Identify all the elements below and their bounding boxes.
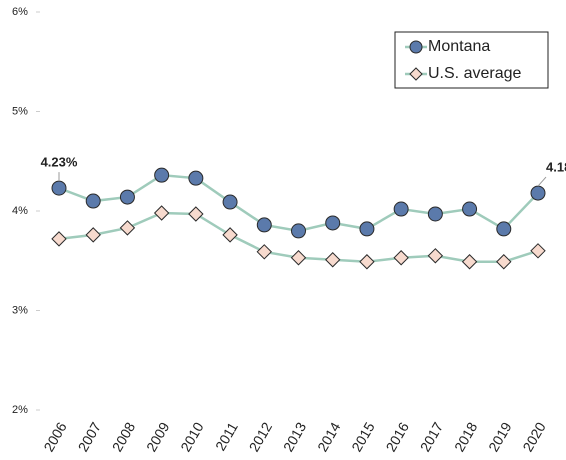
marker xyxy=(530,185,546,201)
marker xyxy=(188,206,204,222)
marker xyxy=(154,167,170,183)
x-tick-label: 2013 xyxy=(280,419,310,454)
legend-box xyxy=(394,31,549,89)
marker xyxy=(359,254,375,270)
y-tick-label: 5% xyxy=(12,105,28,117)
y-tick-label: 3% xyxy=(12,304,28,316)
marker xyxy=(393,201,409,217)
marker xyxy=(51,231,67,247)
x-tick-label: 2009 xyxy=(143,419,173,454)
y-tick-label: 6% xyxy=(12,6,28,18)
marker xyxy=(496,254,512,270)
marker xyxy=(291,223,306,239)
x-tick-label: 2015 xyxy=(348,419,378,454)
marker xyxy=(461,254,478,270)
y-tick-label: 4% xyxy=(12,205,28,217)
legend-label: U.S. average xyxy=(428,65,521,82)
x-tick-label: 2007 xyxy=(75,419,105,454)
marker xyxy=(222,194,238,210)
y-tick-label: 2% xyxy=(12,404,28,416)
marker xyxy=(188,170,204,186)
label-leader xyxy=(537,176,547,187)
marker xyxy=(496,221,512,237)
x-tick-label: 2019 xyxy=(485,419,515,454)
x-tick-label: 2018 xyxy=(451,419,481,454)
x-tick-label: 2020 xyxy=(519,419,549,454)
x-tick-label: 2010 xyxy=(177,419,207,454)
x-tick-label: 2016 xyxy=(383,419,413,454)
marker xyxy=(530,243,546,259)
marker xyxy=(119,189,135,205)
marker xyxy=(256,244,272,260)
marker xyxy=(393,250,409,266)
marker xyxy=(325,215,341,231)
marker xyxy=(222,227,238,243)
marker xyxy=(85,193,101,209)
x-tick-label: 2017 xyxy=(417,419,447,454)
marker xyxy=(119,220,136,236)
marker xyxy=(85,227,101,243)
marker xyxy=(427,248,444,264)
marker xyxy=(290,250,307,266)
x-tick-label: 2008 xyxy=(109,419,139,454)
legend-label: Montana xyxy=(428,38,490,55)
marker xyxy=(427,206,443,222)
marker xyxy=(153,205,170,221)
marker xyxy=(325,252,341,268)
legend-marker xyxy=(409,40,423,54)
marker xyxy=(359,221,375,237)
x-tick-label: 2014 xyxy=(314,419,344,454)
x-tick-label: 2011 xyxy=(212,419,241,453)
data-label: 4.23% xyxy=(41,155,78,170)
x-tick-label: 2012 xyxy=(246,419,276,454)
marker xyxy=(462,201,478,217)
data-label: 4.18% xyxy=(546,160,566,175)
legend-marker xyxy=(409,67,423,81)
x-tick-label: 2006 xyxy=(40,419,70,454)
marker xyxy=(256,217,272,233)
marker xyxy=(51,180,67,196)
